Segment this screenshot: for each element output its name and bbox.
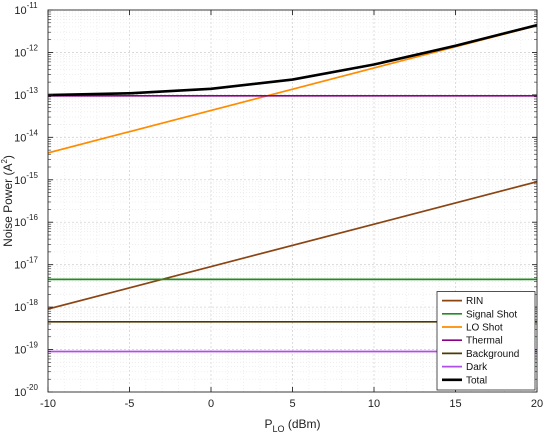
x-tick-label: 15	[449, 398, 461, 410]
y-ticks: 10-20 10-19 10-18 10-17 10-16 10-15 10-14 10-13…	[14, 1, 537, 399]
y-tick-label: 10-20	[14, 383, 38, 399]
x-tick-label: 5	[289, 398, 295, 410]
y-tick-label: 10-11	[14, 1, 38, 17]
grid-lines	[48, 10, 537, 392]
y-tick-label: 10-13	[14, 86, 38, 102]
y-tick-label: 10-16	[14, 213, 38, 229]
x-tick-label: -5	[125, 398, 135, 410]
series-line-total	[48, 23, 537, 97]
y-tick-label: 10-15	[14, 171, 38, 187]
legend-entry: Dark	[466, 362, 488, 373]
legend-entry: Total	[466, 375, 487, 386]
y-axis-label: Noise Power (A2)	[0, 155, 15, 247]
y-tick-label: 10-12	[14, 43, 38, 59]
x-tick-label: 0	[208, 398, 214, 410]
y-tick-label: 10-18	[14, 298, 38, 314]
legend-entry: Signal Shot	[466, 309, 517, 320]
x-tick-label: 10	[368, 398, 380, 410]
x-tick-label: 20	[531, 398, 543, 410]
x-ticks: -10 -5 0 5 10 15 20	[40, 10, 543, 410]
series-line-rin	[48, 180, 537, 310]
legend-entry: LO Shot	[466, 323, 503, 334]
legend: RIN Signal Shot LO Shot Thermal Background Da…	[436, 291, 536, 391]
legend-entry: Thermal	[466, 336, 503, 347]
y-tick-label: 10-17	[14, 256, 38, 272]
legend-entry: Background	[466, 349, 519, 360]
legend-entry: RIN	[466, 296, 483, 307]
y-tick-label: 10-19	[14, 341, 38, 357]
x-tick-label: -10	[40, 398, 56, 410]
x-axis-label: PLO (dBm)	[264, 417, 320, 434]
y-tick-label: 10-14	[14, 128, 38, 144]
